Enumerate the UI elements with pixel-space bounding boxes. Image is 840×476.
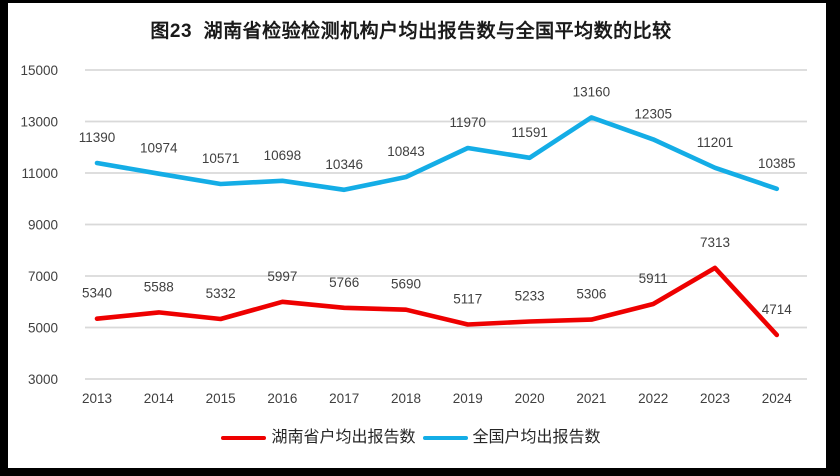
y-tick-label: 5000 [28,321,58,336]
y-tick-label: 11000 [21,166,58,181]
x-tick-label: 2021 [576,391,606,406]
data-label-hunan: 7313 [700,235,730,250]
data-label-hunan: 5340 [82,286,112,301]
legend: 湖南省户均出报告数 全国户均出报告数 [8,428,814,448]
data-label-hunan: 5117 [453,291,482,306]
x-tick-label: 2015 [206,391,236,406]
data-label-national: 11970 [450,115,487,130]
y-tick-label: 15000 [20,63,58,78]
data-label-national: 11390 [79,130,116,145]
data-label-hunan: 5911 [639,271,668,286]
data-label-national: 11201 [697,135,734,150]
data-label-hunan: 5233 [515,289,545,304]
legend-item-national: 全国户均出报告数 [422,428,601,448]
data-label-hunan: 4714 [762,302,793,317]
x-tick-label: 2024 [762,391,793,406]
data-label-hunan: 5332 [206,286,236,301]
x-tick-label: 2017 [329,391,359,406]
y-tick-label: 9000 [28,218,58,233]
legend-label-hunan: 湖南省户均出报告数 [271,429,416,446]
data-label-national: 11591 [511,125,548,140]
legend-label-national: 全国户均出报告数 [472,429,601,446]
data-label-hunan: 5766 [329,275,359,290]
data-label-hunan: 5690 [391,277,421,292]
data-label-hunan: 5306 [576,287,606,302]
data-label-national: 10346 [325,157,363,172]
legend-item-hunan: 湖南省户均出报告数 [221,428,416,448]
data-label-national: 10385 [758,156,796,171]
x-tick-label: 2014 [144,391,175,406]
x-tick-label: 2023 [700,391,730,406]
y-tick-label: 7000 [28,269,58,284]
y-tick-label: 13000 [20,115,58,130]
data-label-national: 13160 [573,84,611,99]
chart-title: 图23 湖南省检验检测机构户均出报告数与全国平均数的比较 [150,21,672,42]
y-tick-label: 3000 [28,372,58,387]
hunan-line [94,265,780,338]
data-label-national: 12305 [634,106,672,121]
x-tick-label: 2016 [267,391,297,406]
x-tick-label: 2013 [82,391,112,406]
x-tick-label: 2019 [453,391,483,406]
data-label-hunan: 5997 [267,269,297,284]
data-label-national: 10974 [140,141,178,156]
national-line [94,115,780,193]
x-tick-label: 2022 [638,391,668,406]
national-line-swatch-icon [422,435,468,441]
data-label-hunan: 5588 [144,279,174,294]
x-tick-label: 2018 [391,391,421,406]
hunan-line-swatch-icon [221,435,267,441]
data-label-national: 10843 [387,144,425,159]
data-label-national: 10698 [264,148,302,163]
x-tick-label: 2020 [515,391,545,406]
data-label-national: 10571 [202,151,240,166]
